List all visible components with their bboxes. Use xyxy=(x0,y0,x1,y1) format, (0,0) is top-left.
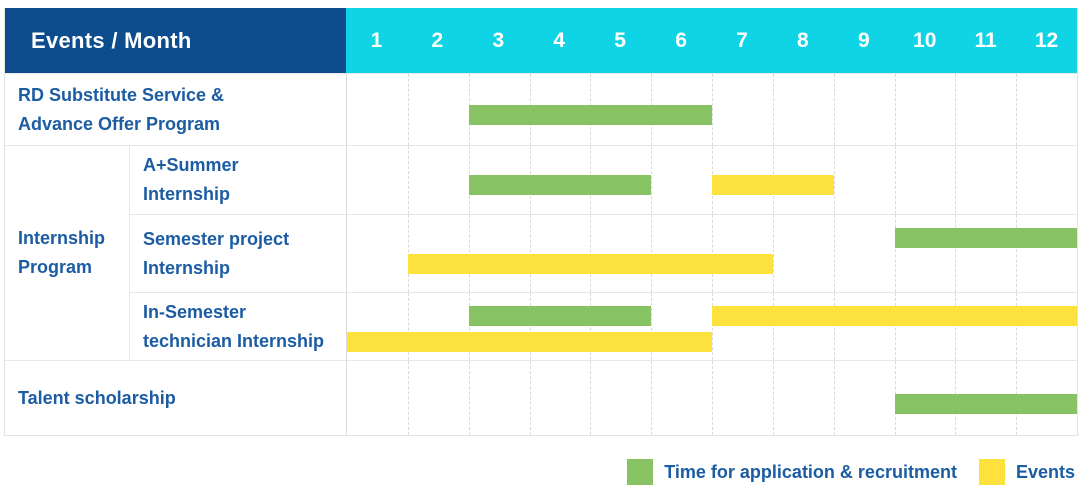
month-gridline xyxy=(468,293,470,360)
month-gridline xyxy=(529,215,531,292)
month-gridline xyxy=(772,361,774,435)
gantt-bar-application xyxy=(468,175,652,196)
month-gridline xyxy=(712,293,713,360)
row-label-line: Talent scholarship xyxy=(18,387,176,408)
gantt-bar-event xyxy=(712,175,834,196)
month-gridline xyxy=(772,74,774,145)
table-header-cell: Events / Month xyxy=(5,8,346,73)
month-gridline xyxy=(712,361,713,435)
gantt-bar-event xyxy=(407,254,773,274)
month-gridline xyxy=(833,215,835,292)
timeline-row xyxy=(346,360,1077,435)
row-label: Semester project Internship xyxy=(129,214,346,292)
month-label: 3 xyxy=(492,28,505,52)
month-gridline xyxy=(468,215,470,292)
row-label: Talent scholarship xyxy=(5,360,346,435)
month-gridline xyxy=(651,293,653,360)
gantt-bar-event xyxy=(712,306,1077,326)
month-label: 12 xyxy=(1034,28,1059,52)
month-gridline xyxy=(529,293,531,360)
month-gridline xyxy=(955,74,957,145)
row-label-line: RD Substitute Service & xyxy=(18,84,225,105)
row-label-line: A+Summer xyxy=(143,155,239,175)
month-header-row: 1 2 3 4 5 6 7 8 9 10 11 12 xyxy=(346,8,1077,73)
month-label: 8 xyxy=(797,28,809,52)
row-group-label-line: Internship xyxy=(18,228,106,248)
timeline-row xyxy=(346,145,1077,214)
month-gridline xyxy=(712,215,713,292)
month-gridline xyxy=(407,215,409,292)
legend-item: Events xyxy=(978,459,1075,485)
gantt-bar-event xyxy=(347,332,712,352)
month-gridline xyxy=(590,361,592,435)
month-gridline xyxy=(651,146,653,214)
month-gridline xyxy=(1016,74,1018,145)
month-gridline xyxy=(833,293,835,360)
row-label: RD Substitute Service & Advance Offer Pro… xyxy=(5,73,346,145)
month-gridline xyxy=(712,74,713,145)
month-gridline xyxy=(955,293,957,360)
row-label: In-Semester technician Internship xyxy=(129,292,346,360)
month-gridline xyxy=(1016,293,1018,360)
legend: Time for application & recruitment Events xyxy=(627,459,1075,485)
month-gridline xyxy=(407,146,409,214)
month-gridline xyxy=(529,361,531,435)
month-gridline xyxy=(651,361,653,435)
month-label: 6 xyxy=(675,28,687,52)
month-gridline xyxy=(955,215,957,292)
row-label-line: technician Internship xyxy=(143,330,325,351)
legend-label: Events xyxy=(1015,461,1075,482)
month-gridline xyxy=(468,361,470,435)
legend-swatch-event xyxy=(978,459,1005,485)
month-gridline xyxy=(894,215,896,292)
events-table: Events / Month 1 2 3 4 5 6 7 8 9 10 11 12 RD Substi… xyxy=(4,8,1078,436)
gantt-bar-application xyxy=(894,393,1077,414)
month-label: 9 xyxy=(857,28,870,52)
month-label: 7 xyxy=(736,28,748,52)
month-gridline xyxy=(894,293,896,360)
row-label: A+Summer Internship xyxy=(129,145,346,214)
gantt-bar-application xyxy=(468,105,712,126)
month-gridline xyxy=(833,74,835,145)
timeline-row xyxy=(346,73,1077,145)
month-gridline xyxy=(407,361,409,435)
row-label-line: Semester project xyxy=(143,228,290,249)
gantt-bar-application xyxy=(468,306,652,326)
row-label-line: In-Semester xyxy=(143,301,247,322)
month-gridline xyxy=(894,146,896,214)
month-gridline xyxy=(1016,146,1018,214)
month-gridline xyxy=(1016,215,1018,292)
timeline-row xyxy=(346,214,1077,292)
gantt-bar-application xyxy=(894,228,1077,248)
month-gridline xyxy=(833,361,835,435)
legend-label: Time for application & recruitment xyxy=(664,461,957,482)
month-gridline xyxy=(955,146,957,214)
month-label: 10 xyxy=(913,28,937,52)
month-gridline xyxy=(833,146,835,214)
month-gridline xyxy=(772,215,774,292)
timeline-row xyxy=(346,292,1077,360)
row-label-line: Advance Offer Program xyxy=(18,113,221,134)
month-label: 1 xyxy=(370,28,383,52)
month-gridline xyxy=(407,293,409,360)
month-label: 5 xyxy=(614,28,626,52)
table-header-label: Events / Month xyxy=(31,27,192,53)
month-gridline xyxy=(590,215,592,292)
month-gridline xyxy=(407,74,409,145)
month-gridline xyxy=(590,293,592,360)
legend-item: Time for application & recruitment xyxy=(627,459,957,485)
row-group-label-line: Program xyxy=(18,257,93,277)
month-label: 2 xyxy=(431,28,444,52)
row-label-line: Internship xyxy=(143,257,231,278)
month-gridline xyxy=(894,74,896,145)
row-label-line: Internship xyxy=(143,184,231,204)
month-gridline xyxy=(772,293,774,360)
legend-swatch-application xyxy=(627,459,654,485)
month-gridline xyxy=(651,215,653,292)
row-group-label: Internship Program xyxy=(5,145,129,360)
month-label: 4 xyxy=(553,28,566,52)
month-label: 11 xyxy=(974,28,997,52)
